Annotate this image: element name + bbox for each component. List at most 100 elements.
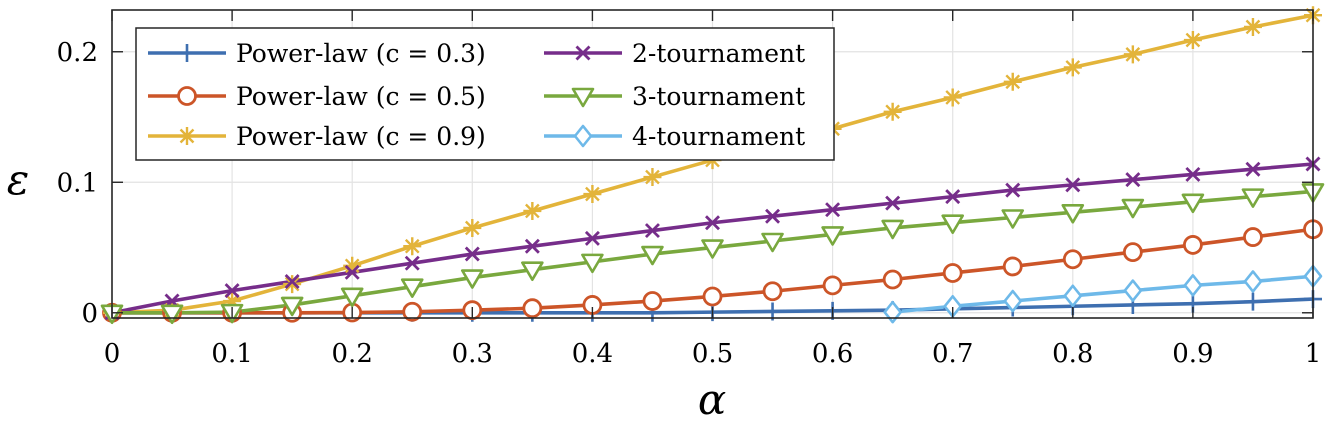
- series-line-6: [890, 274, 1315, 314]
- data-point: [761, 232, 784, 253]
- legend-swatch-marker: [177, 86, 197, 106]
- triangle-down-marker: [761, 232, 784, 253]
- data-point: [1125, 172, 1141, 188]
- legend-item: 3-tournament: [544, 82, 805, 111]
- triangle-down-marker: [571, 87, 595, 108]
- diamond-marker: [1243, 270, 1263, 293]
- data-point: [284, 273, 300, 289]
- circle-marker: [642, 291, 663, 311]
- data-point: [522, 298, 543, 319]
- legend-swatch-marker: [575, 45, 591, 61]
- asterisk-marker: [1003, 72, 1022, 91]
- circle-marker: [177, 86, 197, 106]
- legend-swatch-marker: [178, 44, 196, 62]
- circle-marker: [762, 281, 783, 302]
- asterisk-marker: [463, 218, 482, 237]
- asterisk-marker: [1243, 17, 1262, 36]
- data-point: [943, 88, 962, 107]
- circle-marker: [702, 286, 723, 307]
- data-point: [1003, 289, 1023, 313]
- x-tick-label: 0.2: [332, 339, 373, 369]
- asterisk-marker: [523, 201, 542, 220]
- data-point: [643, 168, 662, 187]
- data-point: [1183, 235, 1203, 255]
- asterisk-marker: [178, 127, 196, 145]
- legend-swatch-marker: [571, 87, 595, 108]
- diamond-marker: [883, 300, 902, 324]
- data-point: [1241, 188, 1265, 208]
- data-point: [344, 264, 360, 280]
- data-point: [702, 286, 723, 307]
- data-point: [1121, 198, 1145, 219]
- asterisk-marker: [223, 292, 242, 311]
- data-point: [1123, 279, 1143, 302]
- diamond-marker: [1003, 289, 1023, 313]
- data-point: [1001, 209, 1025, 229]
- diamond-marker: [1123, 279, 1143, 302]
- x-marker: [1125, 172, 1141, 188]
- legend-label: 3-tournament: [632, 82, 805, 111]
- x-marker: [404, 255, 420, 271]
- legend-item: Power-law (c = 0.3): [148, 39, 486, 68]
- data-point: [821, 226, 844, 246]
- data-point: [885, 195, 901, 211]
- data-point: [881, 219, 904, 240]
- data-point: [581, 253, 604, 274]
- x-tick-label: 0.3: [452, 339, 493, 369]
- circle-marker: [1002, 256, 1023, 277]
- y-tick-label: 0: [81, 299, 98, 329]
- diamond-marker: [1183, 274, 1203, 297]
- data-point: [1245, 161, 1261, 177]
- data-point: [762, 281, 783, 302]
- y-tick-label: 0.1: [57, 168, 98, 198]
- asterisk-marker: [583, 185, 602, 204]
- x-axis-label: α: [698, 375, 726, 422]
- legend-label: Power-law (c = 0.9): [236, 122, 486, 151]
- data-point: [524, 238, 540, 254]
- triangle-down-marker: [1061, 203, 1085, 224]
- data-point: [404, 255, 420, 271]
- x-marker: [575, 45, 591, 61]
- data-point: [642, 291, 663, 311]
- legend-label: Power-law (c = 0.3): [236, 39, 486, 68]
- x-marker: [1005, 182, 1021, 198]
- data-point: [1243, 292, 1262, 311]
- x-tick-label: 0: [104, 339, 121, 369]
- data-point: [463, 218, 482, 237]
- data-point: [1065, 177, 1081, 193]
- triangle-down-marker: [461, 269, 484, 289]
- legend-item: Power-law (c = 0.9): [148, 122, 486, 151]
- asterisk-marker: [643, 168, 662, 187]
- asterisk-marker: [343, 256, 362, 275]
- circle-marker: [1243, 227, 1263, 247]
- data-point: [1181, 193, 1205, 214]
- data-point: [343, 256, 362, 275]
- data-point: [882, 269, 903, 290]
- triangle-down-marker: [340, 287, 364, 308]
- x-tick-label: 0.6: [812, 339, 853, 369]
- data-point: [464, 246, 480, 262]
- triangle-down-marker: [701, 239, 724, 259]
- circle-marker: [1183, 235, 1203, 255]
- data-point: [1123, 45, 1142, 64]
- data-point: [883, 102, 902, 121]
- plus-marker: [1243, 292, 1262, 311]
- series-markers-4: [104, 156, 1321, 321]
- data-point: [641, 245, 664, 266]
- y-axis-label: ε: [7, 155, 30, 204]
- data-point: [883, 300, 902, 324]
- asterisk-marker: [1063, 58, 1082, 77]
- data-point: [402, 301, 423, 322]
- data-point: [1183, 274, 1203, 297]
- x-marker: [885, 195, 901, 211]
- y-tick-labels: 0 0.1 0.2: [57, 38, 98, 329]
- x-tick-labels: 0 0.1 0.2 0.3 0.4 0.5 0.6 0.7 0.8 0.9 1: [104, 339, 1322, 369]
- data-point: [1003, 72, 1022, 91]
- x-marker: [344, 264, 360, 280]
- x-tick-label: 0.9: [1172, 339, 1213, 369]
- data-point: [224, 283, 240, 299]
- data-point: [583, 185, 602, 204]
- legend-label: Power-law (c = 0.5): [236, 82, 486, 111]
- series-markers-2: [102, 219, 1323, 323]
- asterisk-marker: [403, 237, 422, 256]
